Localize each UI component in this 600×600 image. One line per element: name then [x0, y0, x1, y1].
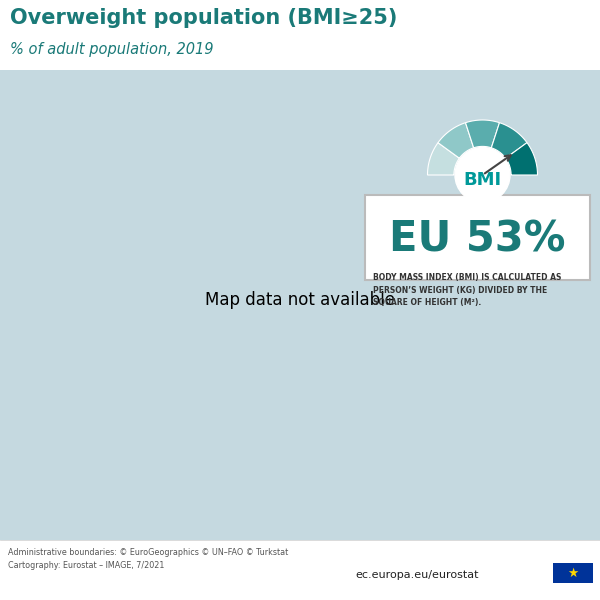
- Polygon shape: [506, 143, 538, 175]
- FancyBboxPatch shape: [365, 195, 590, 280]
- Text: Administrative boundaries: © EuroGeographics © UN–FAO © Turkstat: Administrative boundaries: © EuroGeograp…: [8, 548, 288, 557]
- Text: Overweight population (BMI≥25): Overweight population (BMI≥25): [10, 8, 397, 28]
- Bar: [0, 540, 600, 600]
- Text: Map data not available: Map data not available: [205, 291, 395, 309]
- Bar: [0, 70, 600, 540]
- Bar: [553, 563, 593, 583]
- Bar: [0, 0, 600, 70]
- Circle shape: [455, 148, 510, 202]
- Polygon shape: [491, 122, 527, 158]
- Text: ec.europa.eu/eurostat: ec.europa.eu/eurostat: [355, 570, 479, 580]
- Text: % of adult population, 2019: % of adult population, 2019: [10, 42, 214, 57]
- Text: BMI: BMI: [463, 171, 502, 189]
- Polygon shape: [427, 143, 460, 175]
- Text: EU 53%: EU 53%: [389, 219, 566, 261]
- Text: Cartography: Eurostat – IMAGE, 7/2021: Cartography: Eurostat – IMAGE, 7/2021: [8, 561, 164, 570]
- Polygon shape: [466, 120, 499, 148]
- Polygon shape: [438, 122, 473, 158]
- Text: BODY MASS INDEX (BMI) IS CALCULATED AS
PERSON’S WEIGHT (KG) DIVIDED BY THE
SQUAR: BODY MASS INDEX (BMI) IS CALCULATED AS P…: [373, 273, 562, 307]
- Text: ★: ★: [568, 566, 578, 580]
